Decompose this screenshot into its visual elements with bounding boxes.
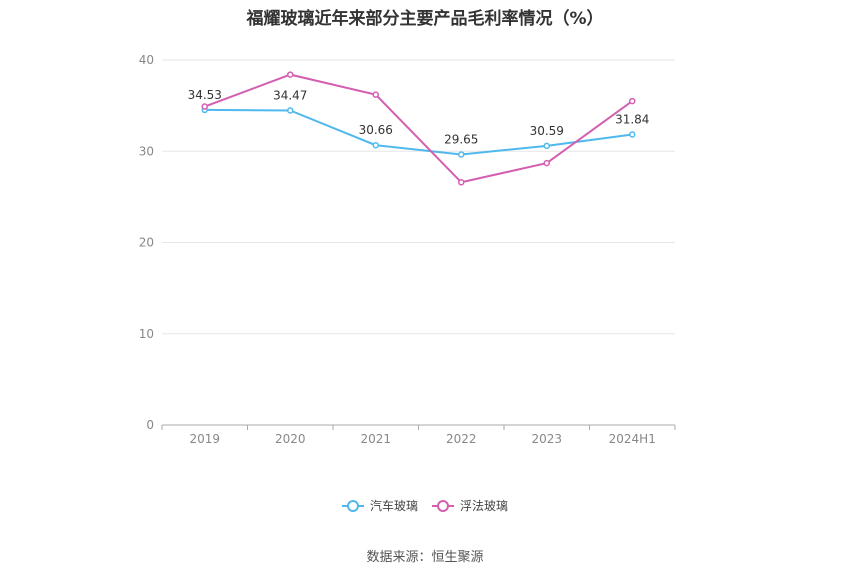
- data-point: [543, 159, 550, 167]
- series-line-float-glass: [204, 73, 633, 184]
- data-point: [458, 151, 465, 158]
- data-label: 29.65: [444, 132, 478, 146]
- legend-label: 浮法玻璃: [460, 499, 508, 513]
- data-label: 34.53: [188, 88, 222, 102]
- y-tick-label: 20: [139, 236, 154, 250]
- x-tick-label: 2022: [446, 432, 477, 446]
- data-point: [287, 107, 294, 114]
- data-point: [543, 142, 550, 150]
- x-tick-label: 2024H1: [609, 432, 656, 446]
- y-tick-label: 10: [139, 327, 154, 341]
- data-point: [372, 141, 379, 149]
- data-point: [201, 103, 208, 110]
- y-tick-label: 30: [139, 144, 154, 158]
- series-line-auto-glass: [204, 108, 633, 156]
- data-label: 34.47: [273, 88, 307, 102]
- data-point: [372, 91, 379, 98]
- x-tick-label: 2021: [360, 432, 391, 446]
- data-point: [629, 97, 636, 105]
- data-point: [287, 71, 294, 78]
- x-tick-label: 2023: [531, 432, 562, 446]
- x-tick-label: 2020: [275, 432, 306, 446]
- legend-swatch-marker: [437, 500, 449, 512]
- data-label: 30.59: [530, 124, 564, 138]
- legend-swatch-marker: [347, 500, 359, 512]
- data-label: 30.66: [359, 123, 393, 137]
- legend-label: 汽车玻璃: [370, 498, 418, 513]
- data-point: [629, 131, 636, 138]
- y-tick-label: 0: [146, 418, 154, 432]
- x-tick-label: 2019: [189, 432, 220, 446]
- data-source: 数据来源：恒生聚源: [366, 550, 484, 565]
- chart-title: 福耀玻璃近年来部分主要产品毛利率情况（%）: [246, 9, 604, 29]
- data-label: 31.84: [615, 112, 649, 126]
- y-tick-label: 40: [139, 53, 154, 67]
- data-point: [458, 179, 465, 186]
